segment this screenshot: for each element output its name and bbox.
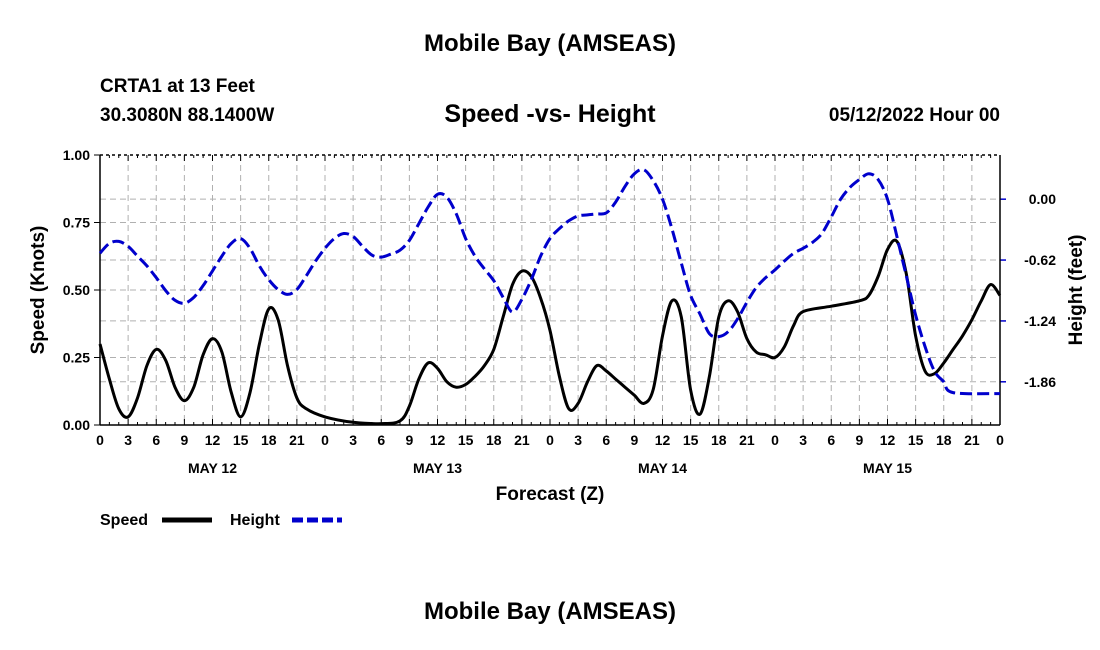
y-tick-label: 0.50 (63, 282, 90, 298)
speed-series-line (98, 238, 1002, 426)
x-tick-label: 6 (152, 432, 160, 448)
x-tick-label: 6 (827, 432, 835, 448)
legend-speed-label: Speed (100, 512, 148, 529)
x-tick-label: 6 (377, 432, 385, 448)
series-lines (98, 167, 1002, 426)
day-label: MAY 15 (863, 460, 912, 476)
y-tick-label: 1.00 (63, 147, 90, 163)
x-tick-label: 15 (683, 432, 699, 448)
speed-height-chart: 0 3 6 9 12 15 18 21 0 3 6 9 12 15 18 21 0 3 6 9 12 15 18 21 0 3 6 9… (28, 147, 1087, 529)
x-tick-label: 15 (458, 432, 474, 448)
x-tick-label: 0 (96, 432, 104, 448)
x-tick-label: 12 (205, 432, 221, 448)
x-tick-label: 9 (180, 432, 188, 448)
y-axis-title: Speed (Knots) (28, 226, 49, 355)
x-tick-label: 18 (711, 432, 727, 448)
y2-tick-label: -0.62 (1024, 252, 1056, 268)
x-tick-label: 6 (602, 432, 610, 448)
axis-labels: 0 3 6 9 12 15 18 21 0 3 6 9 12 15 18 21 0 3 6 9 12 15 18 21 0 3 6 9… (63, 147, 1056, 476)
bottom-title: Mobile Bay (AMSEAS) (423, 598, 677, 625)
x-tick-label: 15 (233, 432, 249, 448)
run-time: 05/12/2022 Hour 00 (828, 105, 1000, 126)
x-tick-label: 21 (514, 432, 530, 448)
x-tick-label: 18 (936, 432, 952, 448)
y2-tick-label: -1.86 (1024, 374, 1056, 390)
x-tick-label: 9 (855, 432, 863, 448)
x-tick-label: 12 (655, 432, 671, 448)
legend: Speed Height (100, 512, 342, 529)
y-tick-label: 0.75 (63, 215, 90, 231)
chart-subtitle: Speed -vs- Height (444, 100, 656, 128)
x-tick-label: 3 (799, 432, 807, 448)
x-axis-title: Forecast (Z) (496, 484, 605, 505)
x-tick-label: 3 (124, 432, 132, 448)
station-coordinates: 30.3080N 88.1400W (100, 105, 275, 126)
x-tick-label: 9 (405, 432, 413, 448)
grid-lines (100, 155, 1000, 425)
x-tick-label: 21 (289, 432, 305, 448)
x-tick-label: 0 (321, 432, 329, 448)
y2-axis-title: Height (feet) (1066, 235, 1087, 346)
day-label: MAY 13 (413, 460, 462, 476)
station-label: CRTA1 at 13 Feet (100, 76, 255, 97)
legend-height-label: Height (230, 512, 280, 529)
x-tick-label: 0 (996, 432, 1004, 448)
x-tick-label: 3 (574, 432, 582, 448)
x-tick-label: 15 (908, 432, 924, 448)
x-tick-label: 12 (430, 432, 446, 448)
height-series-line (98, 167, 1001, 396)
x-tick-label: 18 (486, 432, 502, 448)
x-tick-label: 0 (546, 432, 554, 448)
x-tick-label: 0 (771, 432, 779, 448)
y-tick-label: 0.25 (63, 350, 90, 366)
day-label: MAY 12 (188, 460, 237, 476)
x-tick-label: 9 (630, 432, 638, 448)
x-tick-label: 3 (349, 432, 357, 448)
x-tick-label: 21 (739, 432, 755, 448)
y2-tick-label: 0.00 (1029, 191, 1056, 207)
x-tick-label: 12 (880, 432, 896, 448)
y-tick-label: 0.00 (63, 417, 90, 433)
top-title: Mobile Bay (AMSEAS) (423, 30, 677, 57)
day-label: MAY 14 (638, 460, 687, 476)
x-tick-label: 18 (261, 432, 277, 448)
x-tick-label: 21 (964, 432, 980, 448)
y2-tick-label: -1.24 (1024, 313, 1056, 329)
axes (94, 154, 1006, 426)
